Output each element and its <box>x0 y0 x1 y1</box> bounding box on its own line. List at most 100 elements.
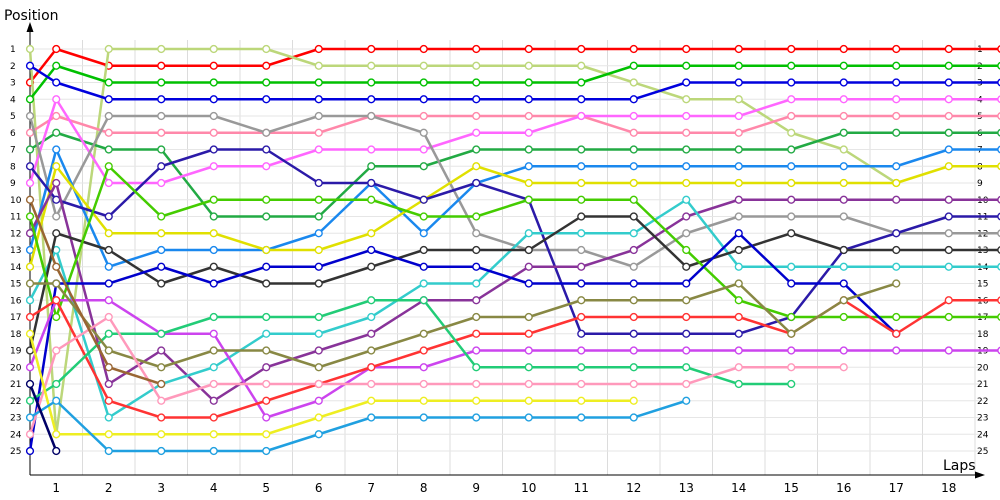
series-point <box>25 212 35 221</box>
series-point <box>52 128 61 137</box>
series-point <box>524 162 533 171</box>
series-point <box>52 195 61 204</box>
series-point <box>944 312 953 322</box>
x-tick-labels: 1 2 3 4 5 6 7 8 9 10 11 12 13 14 15 16 17 18 <box>52 481 956 495</box>
series-point <box>472 212 481 221</box>
series-point <box>157 413 166 422</box>
series-point <box>262 61 271 70</box>
series-point <box>839 296 848 305</box>
series-point <box>104 446 113 456</box>
y-tick-label: 20 <box>10 363 22 373</box>
y-tick-label: 13 <box>10 246 21 256</box>
series-point <box>104 178 113 188</box>
series-point <box>892 78 901 87</box>
series-point <box>209 446 218 456</box>
series-point <box>944 61 953 70</box>
series-line <box>29 64 1000 101</box>
series-point <box>944 229 953 238</box>
series-point <box>734 329 743 338</box>
series-line <box>28 199 162 386</box>
series-point <box>209 195 218 204</box>
series-point <box>367 296 376 305</box>
series-point <box>314 229 323 238</box>
series-point <box>314 245 323 255</box>
series-point <box>839 95 848 104</box>
y-tick-label: 21 <box>10 380 21 390</box>
series-point <box>262 245 271 255</box>
series-point <box>104 296 113 305</box>
series-point <box>262 128 271 137</box>
series-point <box>944 212 953 221</box>
series-point <box>629 262 638 271</box>
series-point <box>734 111 743 121</box>
series-point <box>892 61 901 70</box>
series-point <box>997 212 1000 221</box>
series-point <box>787 363 796 372</box>
series-point <box>157 346 166 355</box>
series-point <box>367 245 376 255</box>
series-point <box>944 296 953 305</box>
series-point <box>314 128 323 137</box>
series-point <box>472 128 481 137</box>
y-tick-label: 18 <box>977 330 989 340</box>
series-point <box>682 78 691 87</box>
series <box>25 195 1000 422</box>
series-point <box>577 178 586 188</box>
series-point <box>367 396 376 405</box>
series-point <box>997 246 1000 254</box>
series-point <box>209 145 218 154</box>
series-point <box>262 363 271 372</box>
series-point <box>682 95 691 104</box>
series-point <box>419 229 428 238</box>
series-point <box>25 296 35 305</box>
series-point <box>104 245 113 255</box>
series-point <box>209 346 218 355</box>
series-point <box>262 379 271 389</box>
series-point <box>52 162 61 171</box>
series-point <box>25 430 35 439</box>
series-point <box>157 178 166 188</box>
series-point <box>104 413 113 422</box>
series-point <box>682 396 691 405</box>
series-point <box>472 111 481 121</box>
series-point <box>52 379 61 389</box>
x-tick-label: 10 <box>521 481 536 495</box>
series-line <box>28 215 1000 351</box>
series-line <box>28 165 1000 319</box>
series-point <box>209 363 218 372</box>
series-point <box>157 212 166 221</box>
series <box>25 212 1000 355</box>
series-point <box>944 95 953 104</box>
series-point <box>787 279 796 288</box>
x-tick-label: 17 <box>889 481 904 495</box>
series-point <box>419 162 428 171</box>
series-line <box>28 98 1000 185</box>
series-point <box>734 195 743 204</box>
series-line <box>28 165 1000 268</box>
series-point <box>367 95 376 104</box>
series-point <box>209 61 218 70</box>
series-point <box>52 430 61 439</box>
series-point <box>892 312 901 322</box>
series-point <box>104 162 113 171</box>
x-tick-label: 2 <box>105 481 113 495</box>
series-point <box>419 128 428 137</box>
y-tick-label: 19 <box>10 347 22 357</box>
series-point <box>314 430 323 439</box>
series-point <box>629 162 638 171</box>
series-point <box>52 262 61 271</box>
series-point <box>472 162 481 171</box>
series-point <box>524 128 533 137</box>
series-point <box>682 279 691 288</box>
series-point <box>577 111 586 121</box>
series-point <box>682 61 691 70</box>
series-point <box>104 430 113 439</box>
series <box>25 178 1000 405</box>
series-point <box>419 346 428 355</box>
series-line <box>29 399 687 453</box>
series-point <box>314 262 323 271</box>
series-point <box>577 78 586 87</box>
series-point <box>419 296 428 305</box>
series-point <box>577 145 586 154</box>
series-point <box>944 78 953 87</box>
